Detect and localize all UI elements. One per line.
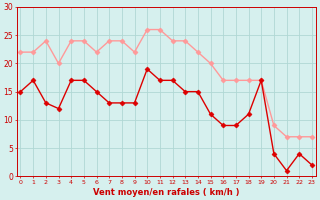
X-axis label: Vent moyen/en rafales ( km/h ): Vent moyen/en rafales ( km/h ) [93,188,239,197]
